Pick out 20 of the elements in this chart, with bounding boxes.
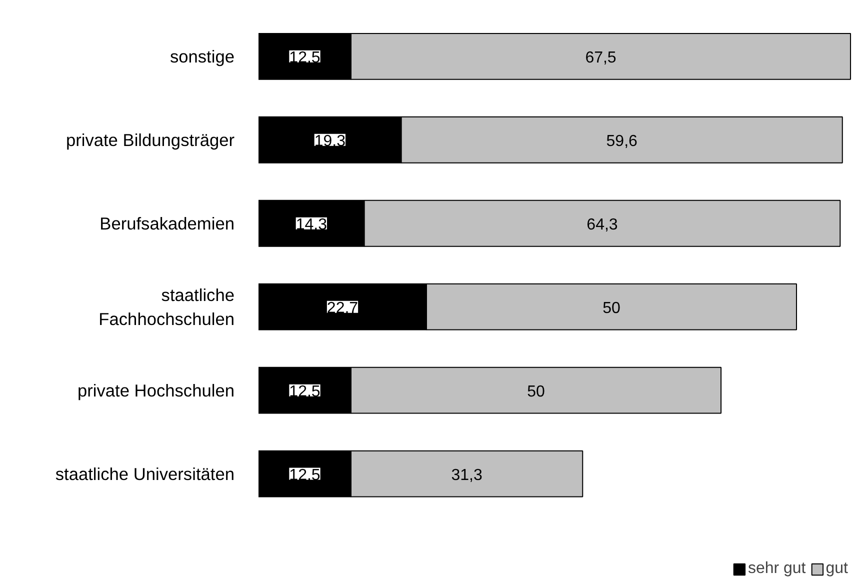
legend-label: gut bbox=[826, 560, 848, 578]
data-label: 59,6 bbox=[606, 132, 638, 150]
data-label: 12,5 bbox=[289, 466, 320, 484]
legend-label: sehr gut bbox=[748, 560, 806, 578]
data-label: 12,5 bbox=[289, 383, 320, 400]
y-tick-label: staatliche Fachhochschulen bbox=[98, 284, 235, 329]
data-label: 31,3 bbox=[451, 466, 482, 484]
data-label: 19,3 bbox=[314, 132, 346, 150]
data-label: 22,7 bbox=[326, 300, 358, 317]
y-tick-label: sonstige bbox=[170, 46, 235, 66]
y-tick-label: Berufsakademien bbox=[100, 213, 235, 234]
data-label: 64,3 bbox=[586, 216, 618, 234]
y-tick-label: staatliche Universitäten bbox=[55, 464, 235, 484]
data-label: 12,5 bbox=[289, 49, 320, 66]
data-label: 50 bbox=[602, 300, 620, 317]
y-tick-label: private Hochschulen bbox=[78, 380, 235, 400]
data-label: 50 bbox=[527, 383, 546, 400]
data-label: 14,3 bbox=[296, 216, 328, 234]
y-tick-label: private Bildungsträger bbox=[66, 130, 235, 150]
data-label: 67,5 bbox=[585, 49, 616, 66]
